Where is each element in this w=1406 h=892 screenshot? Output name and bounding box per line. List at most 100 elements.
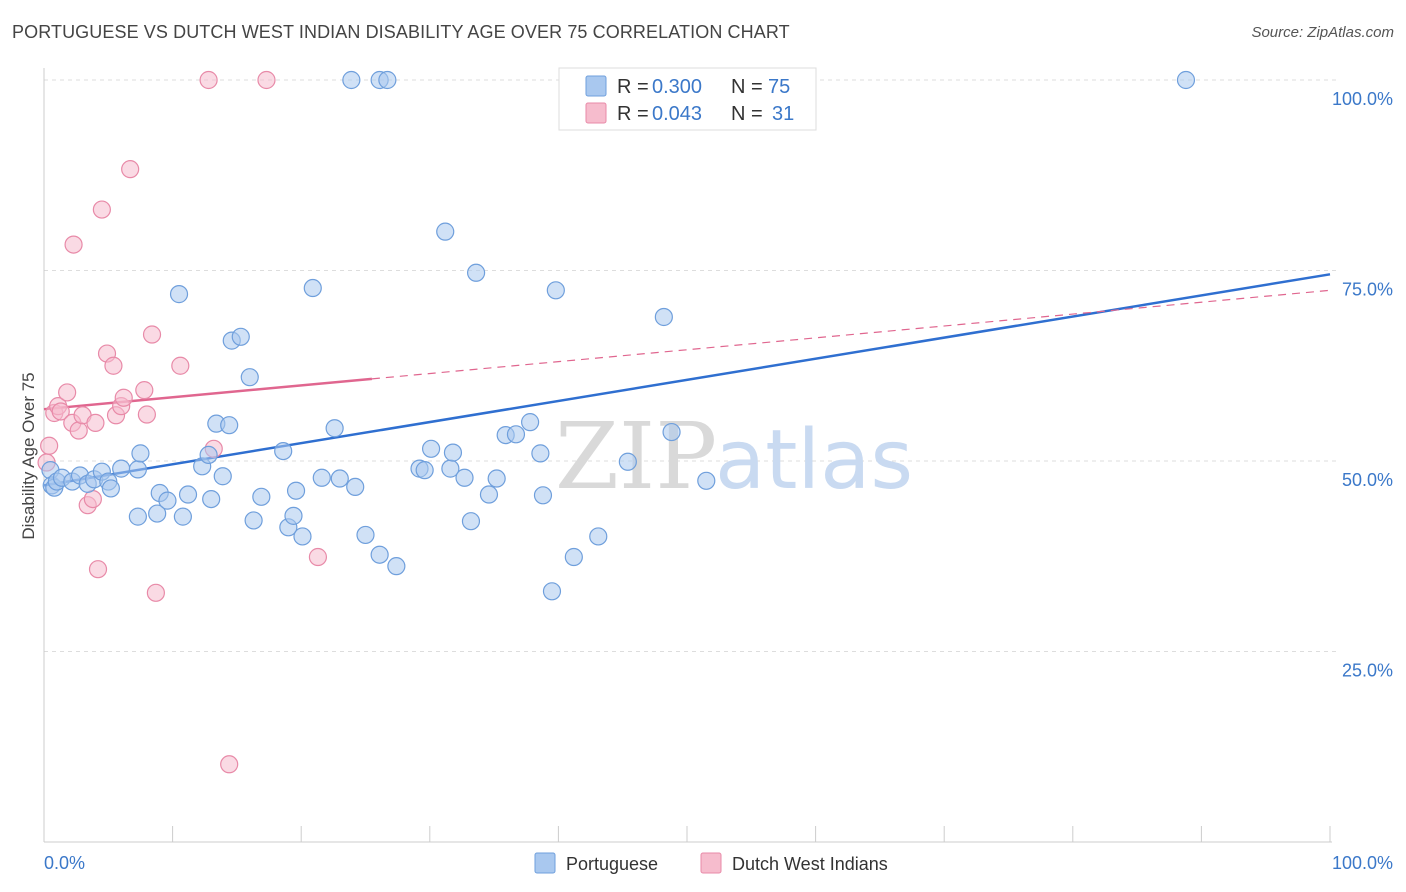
portuguese-point-21 (178, 485, 198, 504)
legend-r-label-2: R = (617, 103, 649, 125)
portuguese-point-16 (148, 504, 167, 523)
grid-lines (44, 79, 1340, 652)
dutch-west-indians-point-4 (51, 402, 70, 421)
portuguese-point-36 (286, 481, 306, 500)
dutch-west-indians-point-14 (92, 200, 111, 219)
dutch-west-indians-point-30 (308, 547, 328, 567)
source-label: Source: ZipAtlas.com (1251, 24, 1394, 41)
portuguese-point-46 (370, 545, 389, 564)
y-tick-label-0: 25.0% (1342, 661, 1393, 681)
x-tick-label-min: 0.0% (44, 853, 85, 873)
portuguese-point-18 (158, 491, 177, 510)
portuguese-point-48 (387, 557, 406, 576)
portuguese-point-69 (618, 452, 637, 471)
portuguese-point-52 (436, 222, 455, 241)
portuguese-point-61 (506, 425, 526, 444)
x-tick-marks (43, 826, 1331, 842)
dutch-west-indians-points (37, 70, 328, 774)
dutch-west-indians-point-29 (257, 70, 276, 90)
portuguese-point-41 (330, 469, 349, 488)
portuguese-point-64 (533, 486, 553, 505)
y-tick-label-3: 100.0% (1332, 89, 1393, 109)
dutch-west-indians-point-8 (69, 421, 88, 440)
portuguese-point-63 (531, 444, 550, 463)
trend-line-series-1-solid (43, 377, 373, 411)
portuguese-point-38 (303, 278, 322, 298)
bottom-legend-label-portuguese: Portuguese (566, 854, 658, 874)
portuguese-point-54 (443, 443, 463, 462)
portuguese-point-37 (293, 527, 312, 546)
portuguese-point-73 (1176, 70, 1196, 90)
dutch-west-indians-point-7 (64, 235, 83, 254)
portuguese-point-43 (346, 477, 365, 497)
y-tick-label-2: 75.0% (1342, 280, 1393, 300)
portuguese-point-57 (466, 263, 486, 282)
portuguese-point-19 (169, 285, 189, 304)
x-tick-label-max: 100.0% (1332, 853, 1393, 873)
portuguese-point-29 (231, 327, 250, 346)
bottom-legend-swatch-portuguese (534, 852, 556, 874)
y-axis-label: Disability Age Over 75 (19, 372, 38, 539)
portuguese-point-27 (220, 416, 239, 435)
portuguese-point-62 (521, 413, 540, 432)
portuguese-point-58 (479, 485, 499, 504)
dutch-west-indians-point-12 (86, 413, 105, 432)
trend-lines (43, 273, 1331, 487)
dutch-west-indians-point-1 (40, 436, 59, 455)
bottom-legend-swatch-dutch-west-indians (700, 852, 722, 874)
dutch-west-indians-point-25 (171, 356, 190, 375)
legend-r-value-2: 0.043 (652, 103, 702, 125)
portuguese-point-56 (461, 512, 481, 531)
legend-n-value-1: 75 (768, 76, 790, 98)
dutch-west-indians-point-24 (146, 583, 165, 602)
watermark-zip: ZIP (555, 403, 717, 510)
legend-n-label-1: N = (731, 76, 763, 98)
portuguese-point-70 (654, 307, 673, 327)
portuguese-point-12 (112, 459, 131, 478)
dutch-west-indians-point-28 (220, 755, 239, 774)
legend-r-value-1: 0.300 (652, 76, 702, 98)
portuguese-point-14 (131, 444, 150, 463)
portuguese-point-23 (199, 445, 218, 465)
dutch-west-indians-point-13 (88, 560, 108, 579)
portuguese-point-67 (564, 547, 583, 567)
legend-n-value-2: 31 (772, 103, 794, 125)
portuguese-point-11 (101, 479, 120, 498)
portuguese-point-26 (213, 467, 232, 486)
dutch-west-indians-point-19 (114, 388, 133, 407)
portuguese-point-40 (325, 419, 344, 438)
portuguese-point-24 (202, 490, 221, 509)
portuguese-point-72 (697, 471, 716, 490)
portuguese-point-35 (284, 506, 303, 525)
portuguese-point-65 (542, 582, 562, 601)
dutch-west-indians-point-5 (58, 383, 77, 402)
portuguese-point-55 (455, 468, 474, 487)
portuguese-point-30 (240, 368, 259, 387)
bottom-legend-label-dutch-west-indians: Dutch West Indians (732, 854, 888, 874)
portuguese-point-15 (128, 507, 147, 526)
trend-line-series-0 (43, 273, 1331, 487)
portuguese-point-44 (356, 525, 375, 545)
portuguese-point-20 (173, 507, 192, 526)
dutch-west-indians-point-23 (142, 325, 162, 344)
legend-swatch-dutch-west-indians (585, 102, 607, 124)
dutch-west-indians-point-16 (104, 356, 123, 375)
portuguese-point-33 (274, 441, 293, 461)
portuguese-point-71 (662, 422, 681, 442)
portuguese-point-50 (415, 461, 434, 480)
legend-n-label-2: N = (731, 103, 763, 125)
dutch-west-indians-point-22 (137, 405, 156, 424)
dutch-west-indians-point-21 (135, 381, 154, 400)
portuguese-point-68 (589, 527, 608, 546)
portuguese-point-32 (252, 487, 271, 506)
dutch-west-indians-point-26 (199, 70, 218, 90)
chart-title: PORTUGUESE VS DUTCH WEST INDIAN DISABILI… (12, 22, 790, 42)
portuguese-point-47 (378, 70, 397, 90)
dutch-west-indians-point-20 (121, 160, 140, 179)
y-tick-label-1: 50.0% (1342, 470, 1393, 490)
legend-box: R = 0.300 N = 75 R = 0.043 N = 31 (558, 67, 817, 131)
legend-swatch-portuguese (585, 75, 607, 97)
watermark-atlas: atlas (715, 413, 913, 508)
portuguese-point-59 (487, 469, 506, 488)
